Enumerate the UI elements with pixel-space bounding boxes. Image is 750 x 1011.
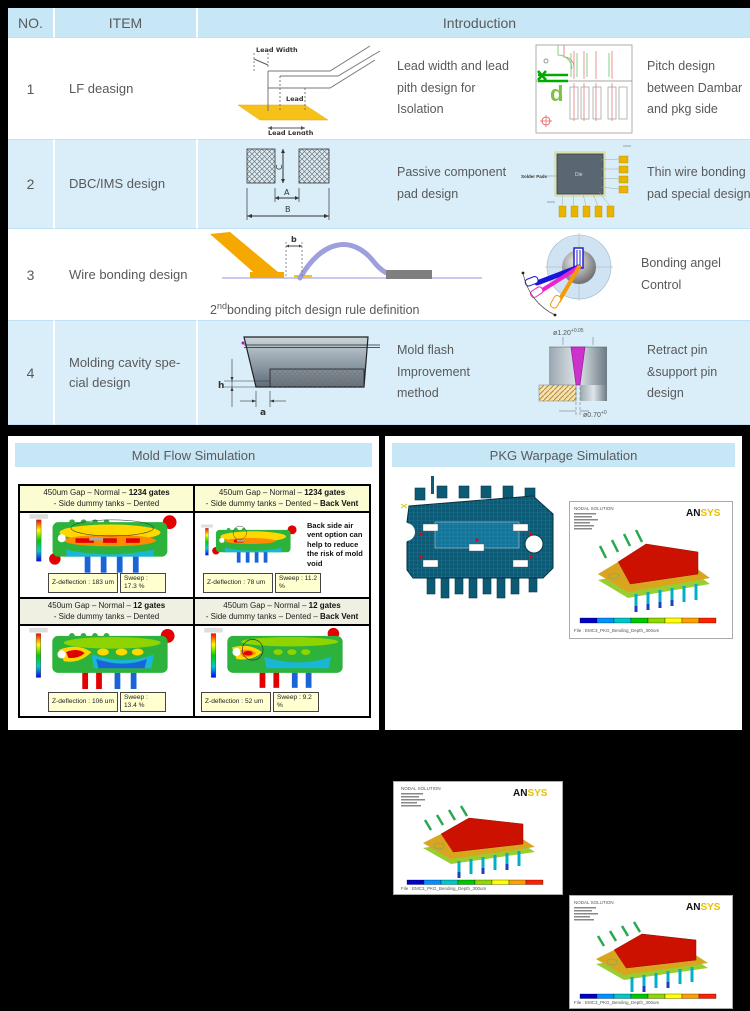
retract-pin-diagram: ø1.20+0.05 ø0.70+0 bbox=[515, 325, 643, 421]
mf-caption-2: 450um Gap – Normal – 1234 gates - Side d… bbox=[194, 485, 370, 512]
zdef-box-2: Z-deflection : 78 um bbox=[203, 572, 273, 593]
row4-no: 4 bbox=[8, 321, 55, 425]
label-die: Die bbox=[575, 172, 583, 178]
row1-introduction: Lead Width Lead Lead Length Lead width a… bbox=[198, 38, 750, 140]
mf-caption-4: 450um Gap – Normal – 12 gates - Side dum… bbox=[194, 598, 370, 625]
row2-item: DBC/IMS design bbox=[55, 140, 198, 229]
sweep-box-4: Sweep : 9.2 % bbox=[273, 691, 319, 712]
mf-labels-3: Z-deflection : 106 um Sweep : 13.4 % bbox=[48, 691, 166, 712]
dim-b: B bbox=[285, 205, 291, 214]
col-header-introduction: Introduction bbox=[198, 8, 750, 38]
mf-labels-2: Z-deflection : 78 um Sweep : 11.2 % bbox=[203, 572, 321, 593]
row2-desc1: Passive component pad design bbox=[397, 165, 507, 201]
dim-h: h bbox=[218, 381, 224, 391]
label-solder-pads: Solder Pads bbox=[521, 174, 548, 179]
row2-introduction: C A B Passive component pad design bbox=[198, 140, 750, 229]
dim-a: A bbox=[284, 188, 290, 197]
dim-a2: a bbox=[260, 408, 266, 417]
leadframe-diagram: Lead Width Lead Lead Length bbox=[202, 43, 397, 135]
nodal-solution-label-2: NODAL SOLUTION bbox=[401, 786, 441, 791]
label-d: d bbox=[550, 81, 563, 106]
row1-desc1: Lead width and lead pith design for Isol… bbox=[397, 58, 509, 117]
wire-bond-block: b 2ndbonding pitch design rule definitio… bbox=[202, 231, 502, 318]
nodal-solution-label-1: NODAL SOLUTION bbox=[574, 506, 614, 511]
mf-image-4: Z-deflection : 52 um Sweep : 9.2 % bbox=[194, 625, 370, 717]
zdef-box-1: Z-deflection : 183 um bbox=[48, 572, 118, 593]
file-caption-2: File : EMC3_PKG_Bending_Depth_300um bbox=[401, 886, 487, 891]
mold-cavity-diagram: h a bbox=[202, 329, 397, 417]
row4-introduction: h a Mold flash Improvement method ø1.20+… bbox=[198, 321, 750, 425]
ansys-warpage-3: NODAL SOLUTION ANSYS bbox=[569, 895, 733, 1009]
label-lead-width: Lead Width bbox=[256, 46, 298, 54]
zdef-box-3: Z-deflection : 106 um bbox=[48, 691, 118, 712]
zdef-box-4: Z-deflection : 52 um bbox=[201, 691, 271, 712]
row1-item: LF deasign bbox=[55, 38, 198, 140]
col-header-no: NO. bbox=[8, 8, 55, 38]
bonding-angle-diagram bbox=[502, 231, 637, 319]
mf-labels-1: Z-deflection : 183 um Sweep : 17.3 % bbox=[48, 572, 166, 593]
pin-dim-top: ø1.20+0.05 bbox=[553, 328, 584, 337]
mf-image-3: Z-deflection : 106 um Sweep : 13.4 % bbox=[19, 625, 194, 717]
ansys-logo-2: ANSYS bbox=[513, 788, 548, 799]
label-lead-length: Lead Length bbox=[268, 129, 314, 135]
design-table: NO. ITEM Introduction 1 LF deasign bbox=[8, 8, 750, 425]
file-caption-1: File : EMC3_PKG_Bending_Depth_300um bbox=[574, 628, 660, 633]
label-lead: Lead bbox=[286, 95, 304, 103]
row1-desc2: Pitch design between Dambar and pkg side bbox=[647, 58, 743, 117]
wire-bond-caption: 2ndbonding pitch design rule definition bbox=[210, 300, 420, 318]
mf-image-2: Back side air vent option can help to re… bbox=[194, 512, 370, 598]
sweep-box-2: Sweep : 11.2 % bbox=[275, 572, 321, 593]
sweep-box-3: Sweep : 13.4 % bbox=[120, 691, 166, 712]
mold-flow-contour-1 bbox=[29, 514, 177, 573]
file-caption-3: File : EMC3_PKG_Bending_Depth_300um bbox=[574, 1000, 660, 1005]
row3-desc2: Bonding angel Control bbox=[641, 255, 721, 292]
back-vent-note: Back side air vent option can help to re… bbox=[307, 521, 363, 568]
nodal-solution-label-3: NODAL SOLUTION bbox=[574, 900, 614, 905]
mf-image-1: Z-deflection : 183 um Sweep : 17.3 % bbox=[19, 512, 194, 598]
wire-bond-diagram: b bbox=[210, 231, 482, 281]
ansys-warpage-2: NODAL SOLUTION ANSYS bbox=[393, 781, 563, 895]
mold-flow-contour-4 bbox=[204, 627, 343, 688]
dim-b-wire: b bbox=[291, 235, 297, 244]
mold-flow-title: Mold Flow Simulation bbox=[15, 443, 372, 467]
row4-desc1: Mold flash Improvement method bbox=[397, 342, 470, 401]
row3-no: 3 bbox=[8, 229, 55, 321]
pad-dimension-diagram: C A B bbox=[202, 144, 397, 224]
ansys-logo-1: ANSYS bbox=[686, 508, 721, 519]
ansys-warpage-1: NODAL SOLUTION ANSYS bbox=[569, 501, 733, 639]
row4-desc2: Retract pin &support pin design bbox=[647, 342, 718, 401]
mold-flow-panel: Mold Flow Simulation 450um Gap – Normal … bbox=[8, 436, 379, 730]
mf-caption-3: 450um Gap – Normal – 12 gates - Side dum… bbox=[19, 598, 194, 625]
dim-c: C bbox=[275, 164, 284, 170]
row2-no: 2 bbox=[8, 140, 55, 229]
warpage-panel: PKG Warpage Simulation bbox=[385, 436, 742, 1009]
sweep-box-1: Sweep : 17.3 % bbox=[120, 572, 166, 593]
mold-flow-contour-3 bbox=[29, 627, 175, 689]
row3-item: Wire bonding design bbox=[55, 229, 198, 321]
row1-no: 1 bbox=[8, 38, 55, 140]
col-header-item: ITEM bbox=[55, 8, 198, 38]
mold-flow-grid: 450um Gap – Normal – 1234 gates - Side d… bbox=[18, 484, 371, 718]
die-pad-diagram: Die Solder Pads bbox=[515, 144, 643, 224]
row2-desc2: Thin wire bonding pad special design bbox=[647, 165, 750, 201]
dambar-cad-diagram: d bbox=[515, 43, 643, 135]
row3-introduction: b 2ndbonding pitch design rule definitio… bbox=[198, 229, 750, 321]
mold-flow-contour-2 bbox=[200, 524, 297, 563]
mf-caption-1: 450um Gap – Normal – 1234 gates - Side d… bbox=[19, 485, 194, 512]
warpage-title: PKG Warpage Simulation bbox=[392, 443, 735, 467]
ansys-logo-3: ANSYS bbox=[686, 902, 721, 913]
mesh-model-image bbox=[393, 472, 565, 609]
row4-item: Molding cavity spe-cial design bbox=[55, 321, 198, 425]
mf-labels-4: Z-deflection : 52 um Sweep : 9.2 % bbox=[201, 691, 319, 712]
pin-dim-bottom: ø0.70+0 bbox=[583, 410, 607, 419]
